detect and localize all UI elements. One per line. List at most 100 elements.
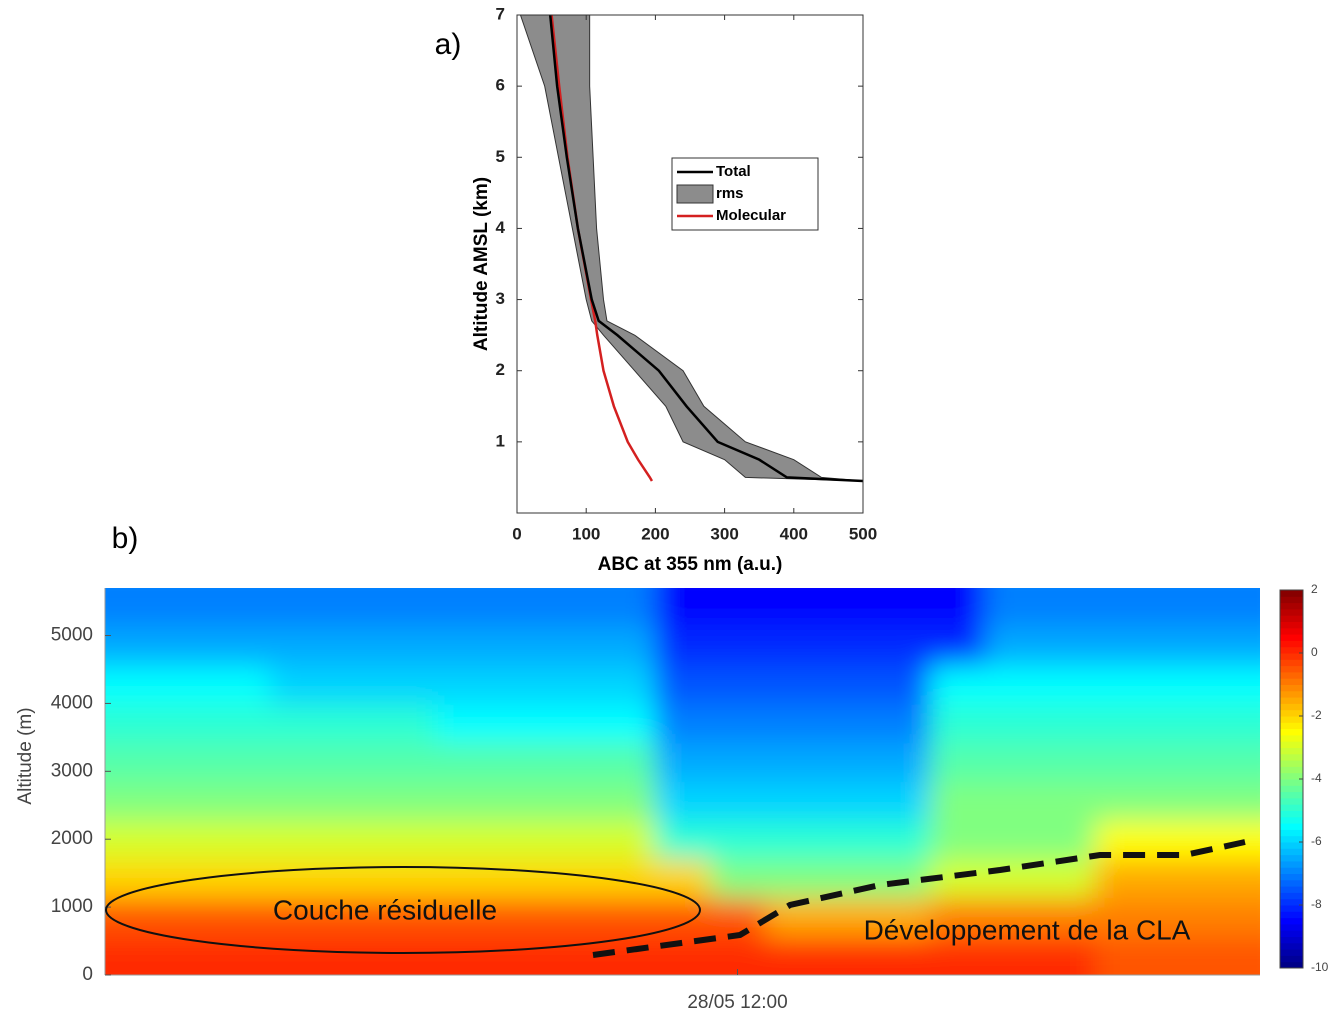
heatmap-cell (215, 665, 271, 705)
heatmap-cell (545, 781, 601, 821)
heatmap-cell (1150, 704, 1206, 744)
heatmap-cell (1095, 704, 1151, 744)
heatmap-cell (985, 897, 1041, 937)
heatmap-cell (930, 897, 986, 937)
heatmap-cell (490, 781, 546, 821)
y-tick-label: 2 (496, 360, 505, 379)
heatmap-cell (105, 781, 161, 821)
heatmap-cell (710, 897, 766, 937)
y-tick-label: 0 (82, 964, 93, 985)
heatmap-cell (435, 936, 491, 975)
y-tick-label: 4000 (51, 692, 93, 713)
heatmap-cell (215, 820, 271, 860)
x-tick-label: 400 (780, 524, 808, 543)
heatmap-cell (655, 781, 711, 821)
heatmap-cell (325, 858, 381, 899)
heatmap-cell (600, 665, 656, 705)
colorbar-step (1280, 923, 1303, 931)
heatmap-cell (985, 781, 1041, 821)
heatmap-cell (435, 742, 491, 782)
heatmap-cell (820, 897, 876, 937)
heatmap-cell (270, 742, 326, 782)
heatmap-cell (270, 704, 326, 744)
heatmap-cell (325, 626, 381, 666)
heatmap-cell (105, 858, 161, 899)
colorbar-step (1280, 665, 1303, 673)
colorbar-label: -2 (1311, 708, 1322, 722)
colorbar-step (1280, 797, 1303, 805)
heatmap-cell (435, 588, 491, 628)
heatmap-cell (985, 742, 1041, 782)
colorbar-step (1280, 596, 1303, 604)
heatmap-cell (930, 820, 986, 860)
x-tick-label: 100 (572, 524, 600, 543)
heatmap-cell (1205, 781, 1260, 821)
heatmap-cell (270, 897, 326, 937)
heatmap-cell (160, 897, 216, 937)
colorbar-step (1280, 942, 1303, 950)
colorbar-step (1280, 734, 1303, 742)
heatmap-cell (380, 588, 436, 628)
heatmap-cell (490, 704, 546, 744)
heatmap-cell (325, 588, 381, 628)
heatmap-cell (545, 704, 601, 744)
colorbar-step (1280, 621, 1303, 629)
heatmap-cell (105, 936, 161, 975)
heatmap-cell (820, 626, 876, 666)
colorbar-step (1280, 898, 1303, 906)
heatmap-cell (325, 742, 381, 782)
colorbar-step (1280, 905, 1303, 912)
heatmap-cell (930, 704, 986, 744)
heatmap-cell (435, 897, 491, 937)
heatmap-cell (105, 742, 161, 782)
colorbar-step (1280, 728, 1303, 736)
heatmap-cell (820, 742, 876, 782)
y-tick-label: 5000 (51, 625, 93, 646)
heatmap-cell (1040, 742, 1096, 782)
heatmap-cell (160, 704, 216, 744)
heatmap-cell (105, 665, 161, 705)
colorbar-step (1280, 640, 1303, 648)
heatmap-cell (820, 858, 876, 899)
x-tick-label: 200 (641, 524, 669, 543)
heatmap-cell (270, 820, 326, 860)
x-axis-label: ABC at 355 nm (a.u.) (598, 554, 783, 575)
colorbar-step (1280, 747, 1303, 755)
heatmap-cell (710, 704, 766, 744)
heatmap-cell (160, 588, 216, 628)
heatmap-cell (105, 820, 161, 860)
heatmap-cell (1040, 781, 1096, 821)
colorbar-step (1280, 823, 1303, 830)
colorbar-label: -4 (1311, 771, 1322, 785)
heatmap-cell (490, 858, 546, 899)
annotation: Couche résiduelle (273, 894, 497, 925)
colorbar-step (1280, 816, 1303, 824)
colorbar-step (1280, 886, 1303, 893)
heatmap-cell (435, 626, 491, 666)
heatmap-cell (820, 704, 876, 744)
heatmap-cell (435, 781, 491, 821)
colorbar-step (1280, 646, 1303, 654)
colorbar-label: -10 (1311, 960, 1329, 974)
heatmap-cell (655, 588, 711, 628)
colorbar-step (1280, 766, 1303, 774)
y-tick-label: 3000 (51, 760, 93, 781)
heatmap-cell (820, 936, 876, 975)
heatmap-cell (215, 936, 271, 975)
heatmap-cell (985, 936, 1041, 975)
heatmap-cell (325, 897, 381, 937)
heatmap-cell (710, 588, 766, 628)
y-tick-label: 1 (496, 431, 505, 450)
heatmap-cell (105, 588, 161, 628)
heatmap-cell (380, 626, 436, 666)
heatmap-cell (1095, 936, 1151, 975)
colorbar-step (1280, 810, 1303, 818)
colorbar-step (1280, 671, 1303, 679)
colorbar-step (1280, 753, 1303, 761)
heatmap-cell (930, 626, 986, 666)
heatmap-cell (985, 626, 1041, 666)
legend-label: rms (716, 185, 744, 202)
y-tick-label: 7 (496, 4, 505, 23)
colorbar-step (1280, 678, 1303, 685)
heatmap-cell (490, 626, 546, 666)
